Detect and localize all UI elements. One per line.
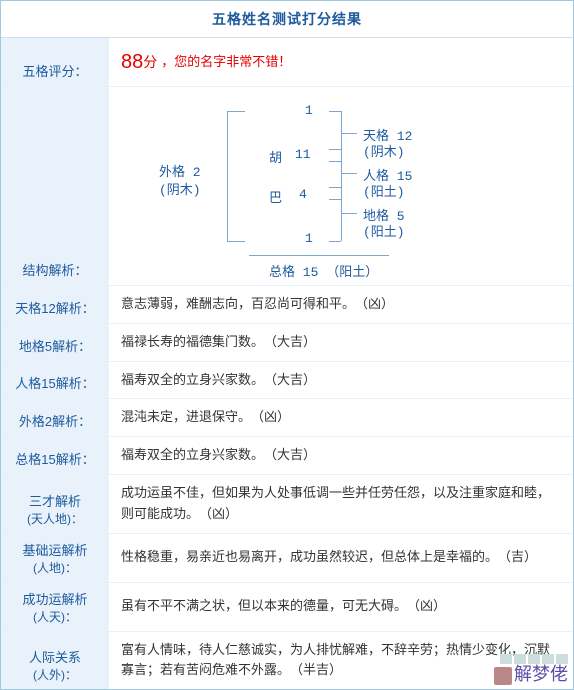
score-row: 五格评分： 88分，您的名字非常不错！	[1, 38, 573, 87]
analysis-row: 外格2解析： 混沌未定，进退保守。 （凶）	[1, 399, 573, 437]
analysis-label: 地格5解析：	[1, 324, 109, 361]
analysis-text: 意志薄弱，难酬志向，百忍尚可得和平。 （凶）	[109, 286, 573, 323]
analysis-row: 成功运解析(人天)： 虽有不平不满之状，但以本来的德量，可无大碍。 （凶）	[1, 583, 573, 632]
analysis-row: 人际关系(人外)： 富有人情味，待人仁慈诚实，为人排忧解难，不辞辛劳；热情少变化…	[1, 632, 573, 690]
analysis-label: 天格12解析：	[1, 286, 109, 323]
surname: 胡	[269, 147, 282, 166]
analysis-row: 地格5解析： 福禄长寿的福德集门数。 （大吉）	[1, 324, 573, 362]
analysis-row: 总格15解析： 福寿双全的立身兴家数。 （大吉）	[1, 437, 573, 475]
dige-sub: (阳土)	[363, 221, 405, 240]
struct-row: 结构解析： 外格 2 (阴木) 1 胡 11	[1, 87, 573, 286]
card-title: 五格姓名测试打分结果	[1, 1, 573, 38]
analysis-label: 人际关系(人外)：	[1, 632, 109, 690]
renge-sub: (阳土)	[363, 181, 405, 200]
analysis-row: 基础运解析(人地)： 性格稳重，易亲近也易离开，成功虽然较迟，但总体上是幸福的。…	[1, 534, 573, 583]
analysis-label: 外格2解析：	[1, 399, 109, 436]
tiange-sub: (阴木)	[363, 141, 405, 160]
analysis-row: 天格12解析： 意志薄弱，难酬志向，百忍尚可得和平。 （凶）	[1, 286, 573, 324]
score-unit: 分	[143, 51, 157, 73]
analysis-label: 三才解析(天人地)：	[1, 475, 109, 533]
struct-diagram: 外格 2 (阴木) 1 胡 11 巴 4 1 天格 12 (阴木) 人格 15 …	[109, 87, 573, 285]
score-value: 88分，您的名字非常不错！	[109, 38, 573, 86]
analysis-row: 人格15解析： 福寿双全的立身兴家数。 （大吉）	[1, 362, 573, 400]
score-comment: ，您的名字非常不错！	[161, 52, 291, 73]
analysis-label: 成功运解析(人天)：	[1, 583, 109, 631]
analysis-text: 成功运虽不佳，但如果为人处事低调一些并任劳任怨，以及注重家庭和睦，则可能成功。 …	[109, 475, 573, 533]
given-val: 4	[299, 187, 307, 202]
analysis-text: 福寿双全的立身兴家数。 （大吉）	[109, 362, 573, 399]
analysis-text: 性格稳重，易亲近也易离开，成功虽然较迟，但总体上是幸福的。 （吉）	[109, 534, 573, 582]
score-number: 88	[121, 46, 143, 78]
thumbnail-strip	[500, 654, 568, 664]
struct-label: 结构解析：	[1, 87, 109, 285]
top-one: 1	[305, 103, 313, 118]
waige-sub: (阴木)	[159, 179, 201, 198]
analysis-label: 人格15解析：	[1, 362, 109, 399]
analysis-text: 虽有不平不满之状，但以本来的德量，可无大碍。 （凶）	[109, 583, 573, 631]
analysis-label: 总格15解析：	[1, 437, 109, 474]
analysis-text: 福寿双全的立身兴家数。 （大吉）	[109, 437, 573, 474]
zongge-label: 总格 15 （阳土）	[269, 261, 378, 280]
score-label: 五格评分：	[1, 38, 109, 86]
bottom-one: 1	[305, 231, 313, 246]
analysis-text: 福禄长寿的福德集门数。 （大吉）	[109, 324, 573, 361]
analysis-text: 混沌未定，进退保守。 （凶）	[109, 399, 573, 436]
given: 巴	[269, 187, 282, 206]
analysis-label: 基础运解析(人地)：	[1, 534, 109, 582]
analysis-row: 三才解析(天人地)： 成功运虽不佳，但如果为人处事低调一些并任劳任怨，以及注重家…	[1, 475, 573, 534]
surname-val: 11	[295, 147, 311, 162]
waige-label: 外格 2	[159, 161, 201, 180]
